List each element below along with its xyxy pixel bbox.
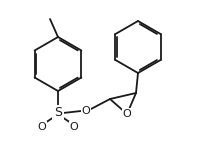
Text: O: O: [82, 106, 90, 116]
Text: O: O: [70, 122, 78, 132]
Text: O: O: [123, 109, 131, 119]
Text: S: S: [54, 106, 62, 120]
Text: O: O: [38, 122, 46, 132]
